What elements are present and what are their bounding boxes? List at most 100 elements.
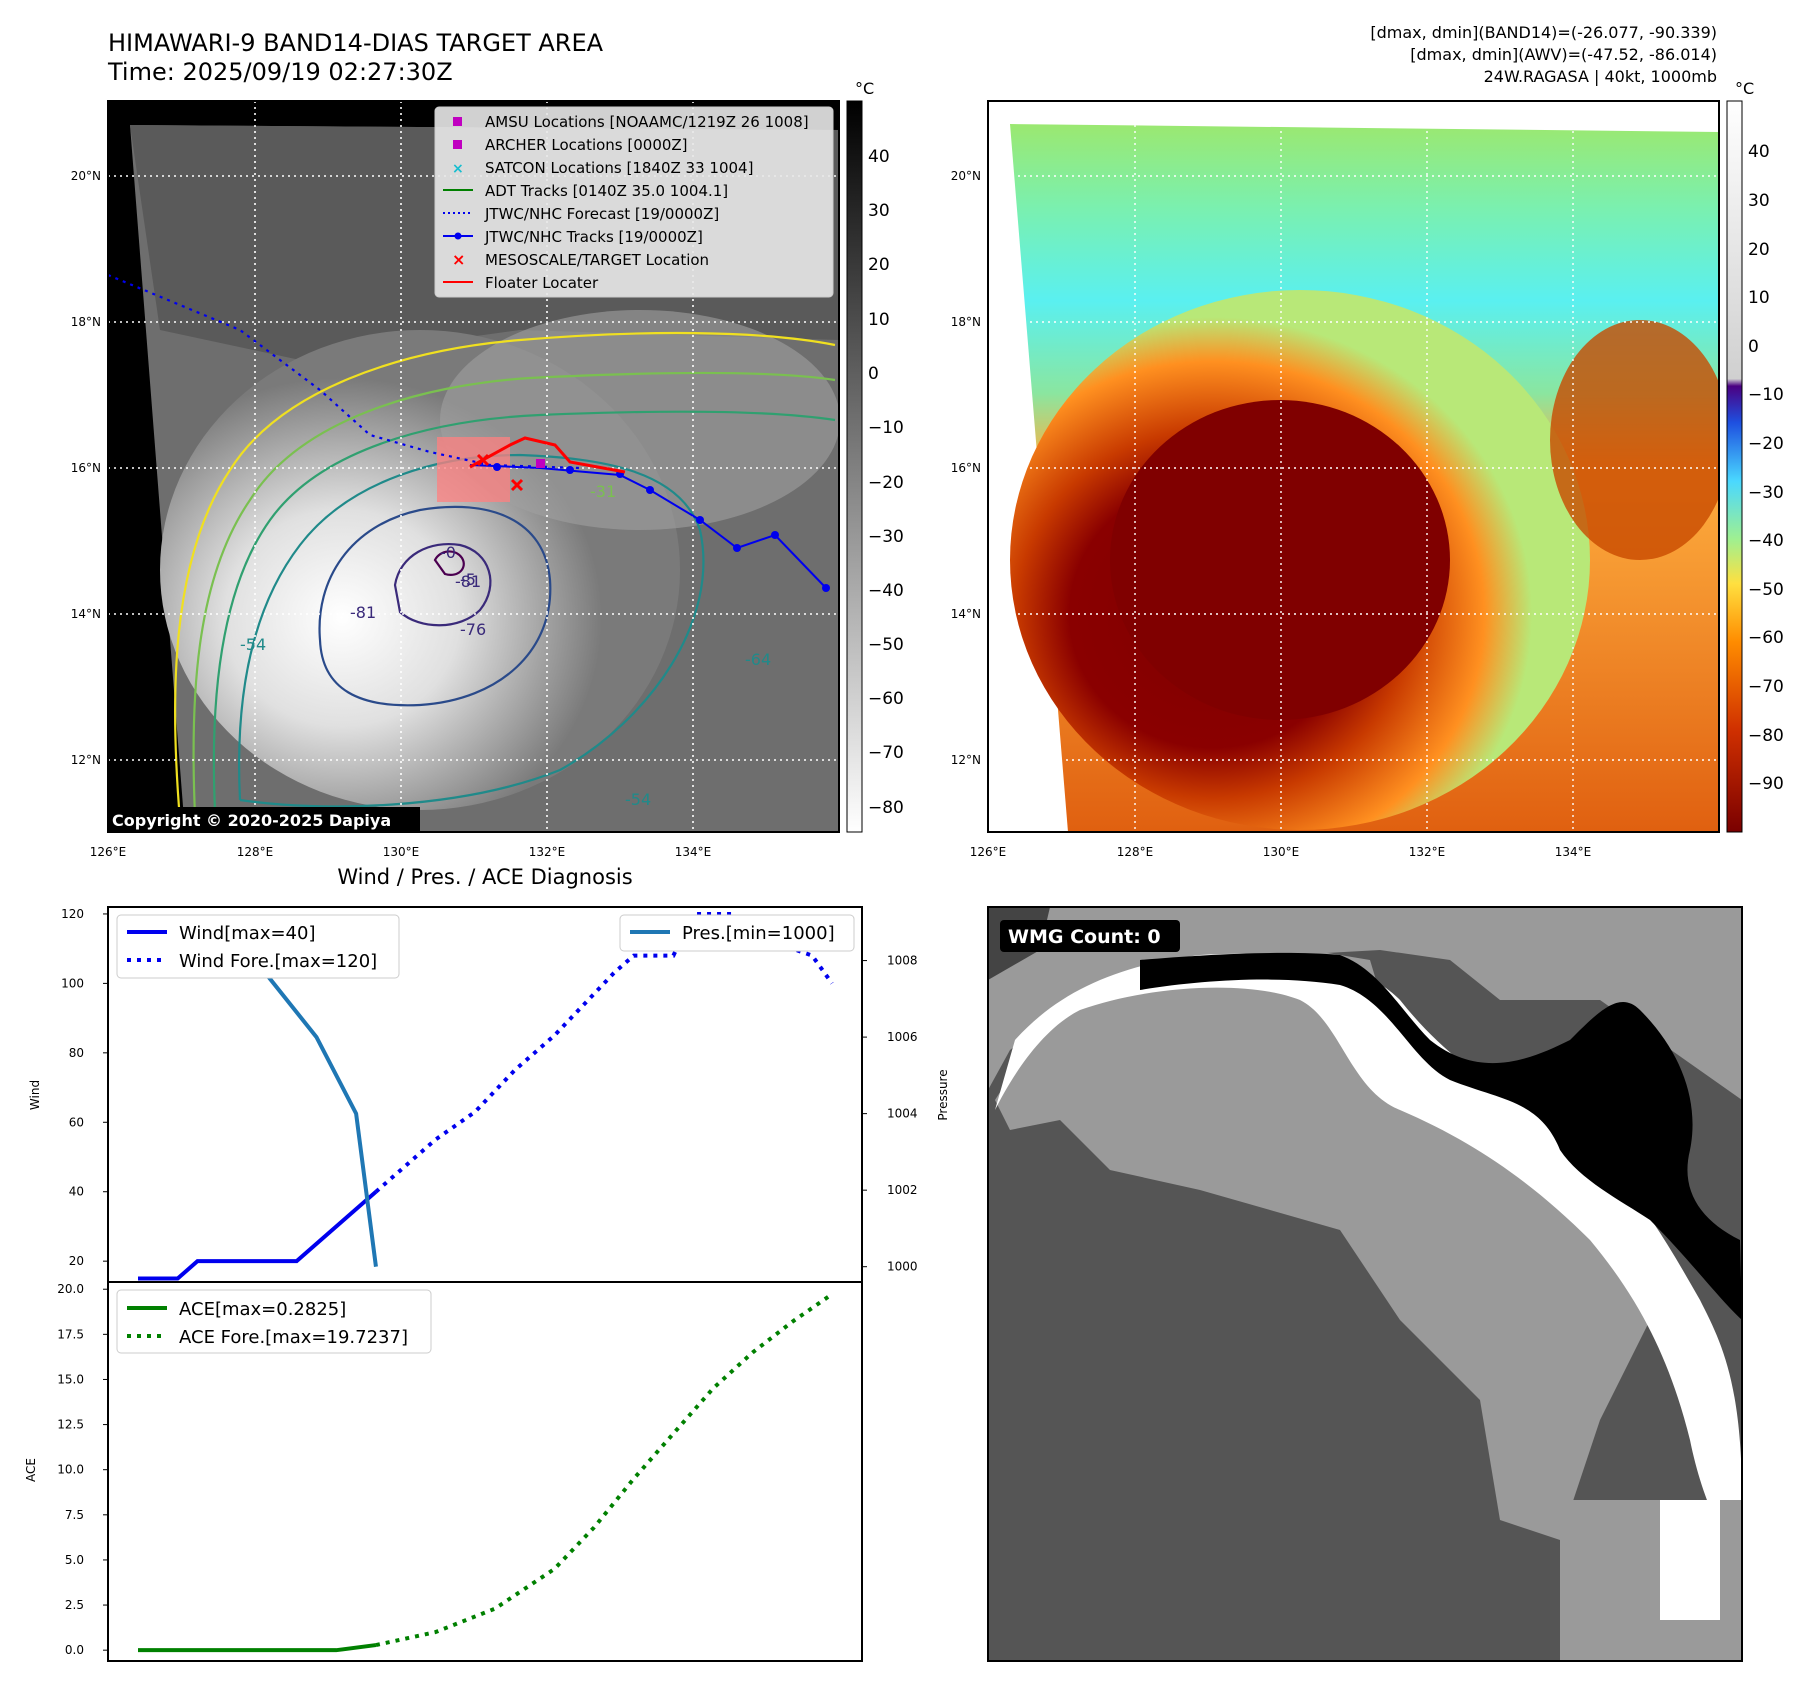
pressure-axis-label: Pressure (936, 1069, 950, 1120)
legend-adt: ADT Tracks [0140Z 35.0 1004.1] (485, 182, 728, 200)
svg-text:-81: -81 (455, 572, 481, 591)
wind-pressure-chart: Wind / Pres. / ACE Diagnosis Wind Pressu… (28, 865, 950, 1283)
pressure-tick-label: 1000 (887, 1260, 918, 1274)
svg-text:−80: −80 (1748, 726, 1784, 746)
ir-contours (173, 331, 836, 821)
svg-text:-76: -76 (460, 620, 486, 639)
svg-text:−10: −10 (868, 418, 904, 438)
ace-y-ticks: 0.0 2.5 5.0 7.5 10.0 12.5 15.0 17.5 20.0 (57, 1282, 108, 1657)
svg-text:12°N: 12°N (951, 753, 981, 767)
svg-text:40: 40 (1748, 142, 1770, 162)
wind-line (138, 1190, 378, 1281)
wind-tick-label: 100 (61, 976, 84, 990)
svg-text:−90: −90 (1748, 774, 1784, 794)
svg-text:0: 0 (1748, 337, 1759, 357)
svg-text:130°E: 130°E (383, 845, 420, 859)
wind-tick-label: 40 (69, 1185, 84, 1199)
legend-amsu: AMSU Locations [NOAAMC/1219Z 26 1008] (485, 113, 809, 131)
svg-text:20°N: 20°N (71, 169, 101, 183)
legend-satcon: SATCON Locations [1840Z 33 1004] (485, 159, 753, 177)
awv-axis-labels: 20°N 18°N 16°N 14°N 12°N 126°E 128°E 130… (951, 169, 1592, 859)
svg-text:−20: −20 (1748, 434, 1784, 454)
pressure-tick-label: 1006 (887, 1030, 918, 1044)
svg-text:-0: -0 (440, 543, 456, 562)
svg-text:18°N: 18°N (71, 315, 101, 329)
svg-text:134°E: 134°E (1555, 845, 1592, 859)
stats-awv: [dmax, dmin](AWV)=(-47.52, -86.014) (1410, 45, 1717, 64)
awv-core (1110, 400, 1450, 720)
svg-text:14°N: 14°N (71, 607, 101, 621)
ir-colorbar (846, 100, 863, 833)
svg-text:−80: −80 (868, 798, 904, 818)
svg-text:-31: -31 (590, 482, 616, 501)
svg-text:-54: -54 (240, 635, 266, 654)
wmg-white-band (995, 953, 1742, 1560)
wmg-panel: WMG Count: 0 (987, 906, 1743, 1662)
svg-text:−60: −60 (1748, 628, 1784, 648)
svg-text:128°E: 128°E (237, 845, 274, 859)
svg-text:−30: −30 (868, 527, 904, 547)
svg-text:130°E: 130°E (1263, 845, 1300, 859)
ace-fore-legend-label: ACE Fore.[max=19.7237] (179, 1327, 408, 1348)
ace-tick-label: 5.0 (65, 1553, 84, 1567)
figure-title: HIMAWARI-9 BAND14-DIAS TARGET AREA (108, 29, 604, 57)
diagnosis-title: Wind / Pres. / ACE Diagnosis (337, 865, 632, 889)
wind-tick-label: 20 (69, 1254, 84, 1268)
svg-text:-5: -5 (460, 570, 476, 589)
ace-tick-label: 12.5 (57, 1418, 84, 1432)
legend-archer: ARCHER Locations [0000Z] (485, 136, 688, 154)
legend-floater: Floater Locater (485, 274, 599, 292)
svg-text:132°E: 132°E (1409, 845, 1446, 859)
copyright-text: Copyright © 2020-2025 Dapiya (112, 811, 391, 830)
ir-colorbar-ticks: 40 30 20 10 0 −10 −20 −30 −40 −50 −60 −7… (868, 147, 904, 818)
pressure-legend-label: Pres.[min=1000] (682, 923, 835, 944)
svg-text:20°N: 20°N (951, 169, 981, 183)
svg-text:-54: -54 (625, 790, 651, 809)
svg-text:126°E: 126°E (90, 845, 127, 859)
wmg-black-band (1140, 952, 1742, 1320)
storm-info: 24W.RAGASA | 40kt, 1000mb (1484, 67, 1717, 86)
wind-axis-label: Wind (28, 1080, 42, 1110)
ace-legend-label: ACE[max=0.2825] (179, 1299, 346, 1320)
ace-series (138, 1292, 834, 1653)
svg-text:10: 10 (868, 310, 890, 330)
ace-line (138, 1643, 377, 1653)
ace-forecast-line (375, 1292, 834, 1648)
svg-text:132°E: 132°E (529, 845, 566, 859)
awv-gridlines (988, 101, 1719, 832)
svg-text:−60: −60 (868, 689, 904, 709)
svg-text:30: 30 (868, 201, 890, 221)
awv-colorbar-ticks: 40 30 20 10 0 −10 −20 −30 −40 −50 −60 −7… (1748, 142, 1784, 794)
amsu-marker (536, 459, 545, 468)
svg-text:128°E: 128°E (1117, 845, 1154, 859)
ace-tick-label: 2.5 (65, 1598, 84, 1612)
svg-text:−50: −50 (1748, 580, 1784, 600)
svg-text:−20: −20 (868, 473, 904, 493)
ir-colorbar-unit: °C (855, 79, 874, 98)
pressure-tick-label: 1002 (887, 1183, 918, 1197)
wmg-frame (987, 906, 1743, 1662)
pressure-tick-label: 1008 (887, 954, 918, 968)
wmg-badge (1000, 920, 1180, 952)
ace-tick-label: 0.0 (65, 1643, 84, 1657)
wind-legend-label: Wind[max=40] (179, 923, 316, 944)
wind-tick-label: 80 (69, 1046, 84, 1060)
svg-text:30: 30 (1748, 191, 1770, 211)
figure-time: Time: 2025/09/19 02:27:30Z (107, 58, 453, 86)
pressure-tick-label: 1004 (887, 1107, 918, 1121)
svg-text:20: 20 (1748, 240, 1770, 260)
svg-text:−40: −40 (1748, 531, 1784, 551)
svg-text:16°N: 16°N (951, 461, 981, 475)
svg-text:−40: −40 (868, 581, 904, 601)
legend-forecast: JTWC/NHC Forecast [19/0000Z] (484, 205, 719, 223)
svg-text:40: 40 (868, 147, 890, 167)
legend-jtwc-tracks: JTWC/NHC Tracks [19/0000Z] (484, 228, 703, 246)
svg-text:0: 0 (868, 364, 879, 384)
wind-fore-legend-label: Wind Fore.[max=120] (179, 951, 377, 972)
svg-text:−30: −30 (1748, 483, 1784, 503)
svg-text:134°E: 134°E (675, 845, 712, 859)
svg-text:−50: −50 (868, 635, 904, 655)
wind-tick-label: 120 (61, 907, 84, 921)
svg-text:−70: −70 (868, 743, 904, 763)
